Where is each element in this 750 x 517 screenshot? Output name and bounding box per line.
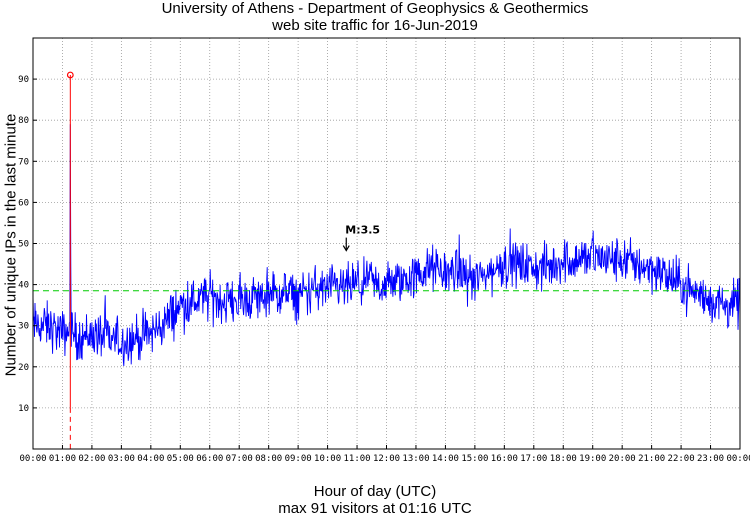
x-tick-label: 19:00 xyxy=(579,454,606,464)
x-tick-label: 02:00 xyxy=(78,454,105,464)
x-tick-label: 01:00 xyxy=(49,454,76,464)
max-visitors-summary: max 91 visitors at 01:16 UTC xyxy=(278,500,472,517)
x-tick-label: 12:00 xyxy=(373,454,400,464)
x-tick-label: 10:00 xyxy=(314,454,341,464)
peak-marker xyxy=(66,71,74,79)
y-tick-label: 60 xyxy=(18,198,29,208)
x-tick-label: 23:00 xyxy=(697,454,724,464)
y-axis-label: Number of unique IPs in the last minute xyxy=(2,113,20,377)
x-tick-label: 05:00 xyxy=(167,454,194,464)
y-tick-label: 30 xyxy=(18,322,29,332)
x-tick-label: 07:00 xyxy=(226,454,253,464)
y-tick-label: 40 xyxy=(18,281,29,291)
magnitude-annotation: M:3.5 xyxy=(345,224,380,237)
x-tick-label: 06:00 xyxy=(196,454,223,464)
x-tick-label: 00:00 xyxy=(19,454,46,464)
x-tick-label: 00:00 xyxy=(726,454,750,464)
x-tick-label: 17:00 xyxy=(520,454,547,464)
x-tick-label: 09:00 xyxy=(285,454,312,464)
x-tick-label: 20:00 xyxy=(609,454,636,464)
x-tick-label: 03:00 xyxy=(108,454,135,464)
x-tick-label: 04:00 xyxy=(137,454,164,464)
x-tick-label: 08:00 xyxy=(255,454,282,464)
traffic-series-line xyxy=(32,124,741,367)
y-tick-label: 10 xyxy=(18,404,29,414)
x-tick-label: 16:00 xyxy=(491,454,518,464)
x-tick-label: 14:00 xyxy=(432,454,459,464)
x-tick-label: 18:00 xyxy=(550,454,577,464)
x-tick-label: 21:00 xyxy=(638,454,665,464)
y-tick-label: 50 xyxy=(18,240,29,250)
x-tick-label: 15:00 xyxy=(461,454,488,464)
y-tick-label: 80 xyxy=(18,116,29,126)
x-tick-label: 22:00 xyxy=(668,454,695,464)
chart-subtitle: web site traffic for 16-Jun-2019 xyxy=(272,17,478,34)
y-tick-label: 90 xyxy=(18,75,29,85)
x-tick-label: 11:00 xyxy=(343,454,370,464)
y-tick-label: 70 xyxy=(18,157,29,167)
annotation-arrow-head xyxy=(342,245,350,252)
x-tick-label: 13:00 xyxy=(402,454,429,464)
y-tick-label: 20 xyxy=(18,363,29,373)
chart-title: University of Athens - Department of Geo… xyxy=(161,0,589,17)
x-axis-label: Hour of day (UTC) xyxy=(313,483,437,500)
